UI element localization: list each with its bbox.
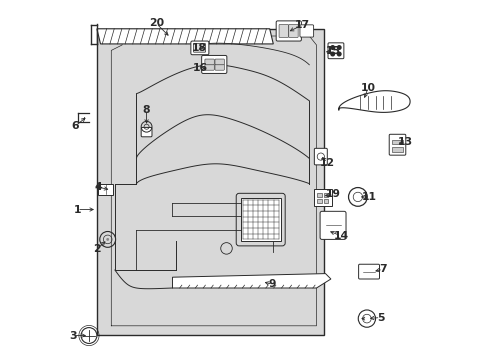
Text: 17: 17 bbox=[294, 20, 309, 30]
Polygon shape bbox=[172, 274, 330, 288]
Text: 20: 20 bbox=[148, 18, 163, 28]
Circle shape bbox=[106, 238, 109, 241]
Bar bbox=[316, 193, 321, 197]
FancyBboxPatch shape bbox=[388, 134, 405, 155]
Text: 15: 15 bbox=[325, 46, 341, 56]
Text: 4: 4 bbox=[95, 182, 102, 192]
Text: 7: 7 bbox=[379, 264, 386, 274]
FancyBboxPatch shape bbox=[358, 264, 379, 279]
FancyBboxPatch shape bbox=[288, 24, 298, 37]
Bar bbox=[97, 29, 323, 335]
FancyBboxPatch shape bbox=[215, 59, 224, 65]
Text: 13: 13 bbox=[397, 137, 412, 147]
Text: 16: 16 bbox=[193, 63, 208, 73]
Bar bbox=[323, 199, 328, 203]
FancyBboxPatch shape bbox=[320, 211, 346, 239]
FancyBboxPatch shape bbox=[314, 148, 326, 165]
Text: 11: 11 bbox=[362, 192, 377, 202]
Text: 10: 10 bbox=[360, 83, 375, 93]
Bar bbox=[323, 193, 328, 197]
Polygon shape bbox=[338, 91, 409, 112]
Polygon shape bbox=[97, 29, 273, 44]
FancyBboxPatch shape bbox=[313, 189, 331, 206]
FancyBboxPatch shape bbox=[299, 25, 313, 37]
Text: 1: 1 bbox=[73, 204, 81, 215]
Text: 12: 12 bbox=[319, 158, 334, 168]
FancyBboxPatch shape bbox=[201, 55, 226, 73]
Text: 18: 18 bbox=[192, 42, 206, 53]
Text: 5: 5 bbox=[376, 312, 384, 323]
Text: 3: 3 bbox=[70, 330, 77, 341]
FancyBboxPatch shape bbox=[276, 21, 301, 41]
Text: 6: 6 bbox=[71, 121, 79, 131]
Circle shape bbox=[330, 46, 334, 49]
FancyBboxPatch shape bbox=[98, 184, 113, 195]
FancyBboxPatch shape bbox=[215, 64, 224, 70]
Bar bbox=[391, 140, 402, 144]
Bar bbox=[391, 147, 402, 152]
FancyBboxPatch shape bbox=[190, 41, 208, 55]
Text: 14: 14 bbox=[333, 231, 348, 241]
Bar bbox=[241, 198, 280, 241]
FancyBboxPatch shape bbox=[204, 59, 214, 65]
Text: 8: 8 bbox=[142, 105, 150, 115]
Text: 9: 9 bbox=[268, 279, 276, 289]
FancyBboxPatch shape bbox=[193, 44, 205, 52]
FancyBboxPatch shape bbox=[141, 127, 152, 137]
FancyBboxPatch shape bbox=[327, 43, 343, 59]
Bar bbox=[316, 199, 321, 203]
Circle shape bbox=[337, 46, 340, 49]
FancyBboxPatch shape bbox=[279, 24, 288, 37]
Circle shape bbox=[337, 52, 340, 56]
Text: 19: 19 bbox=[325, 189, 341, 199]
Text: 2: 2 bbox=[93, 244, 101, 254]
Circle shape bbox=[330, 52, 334, 56]
FancyBboxPatch shape bbox=[204, 64, 214, 70]
